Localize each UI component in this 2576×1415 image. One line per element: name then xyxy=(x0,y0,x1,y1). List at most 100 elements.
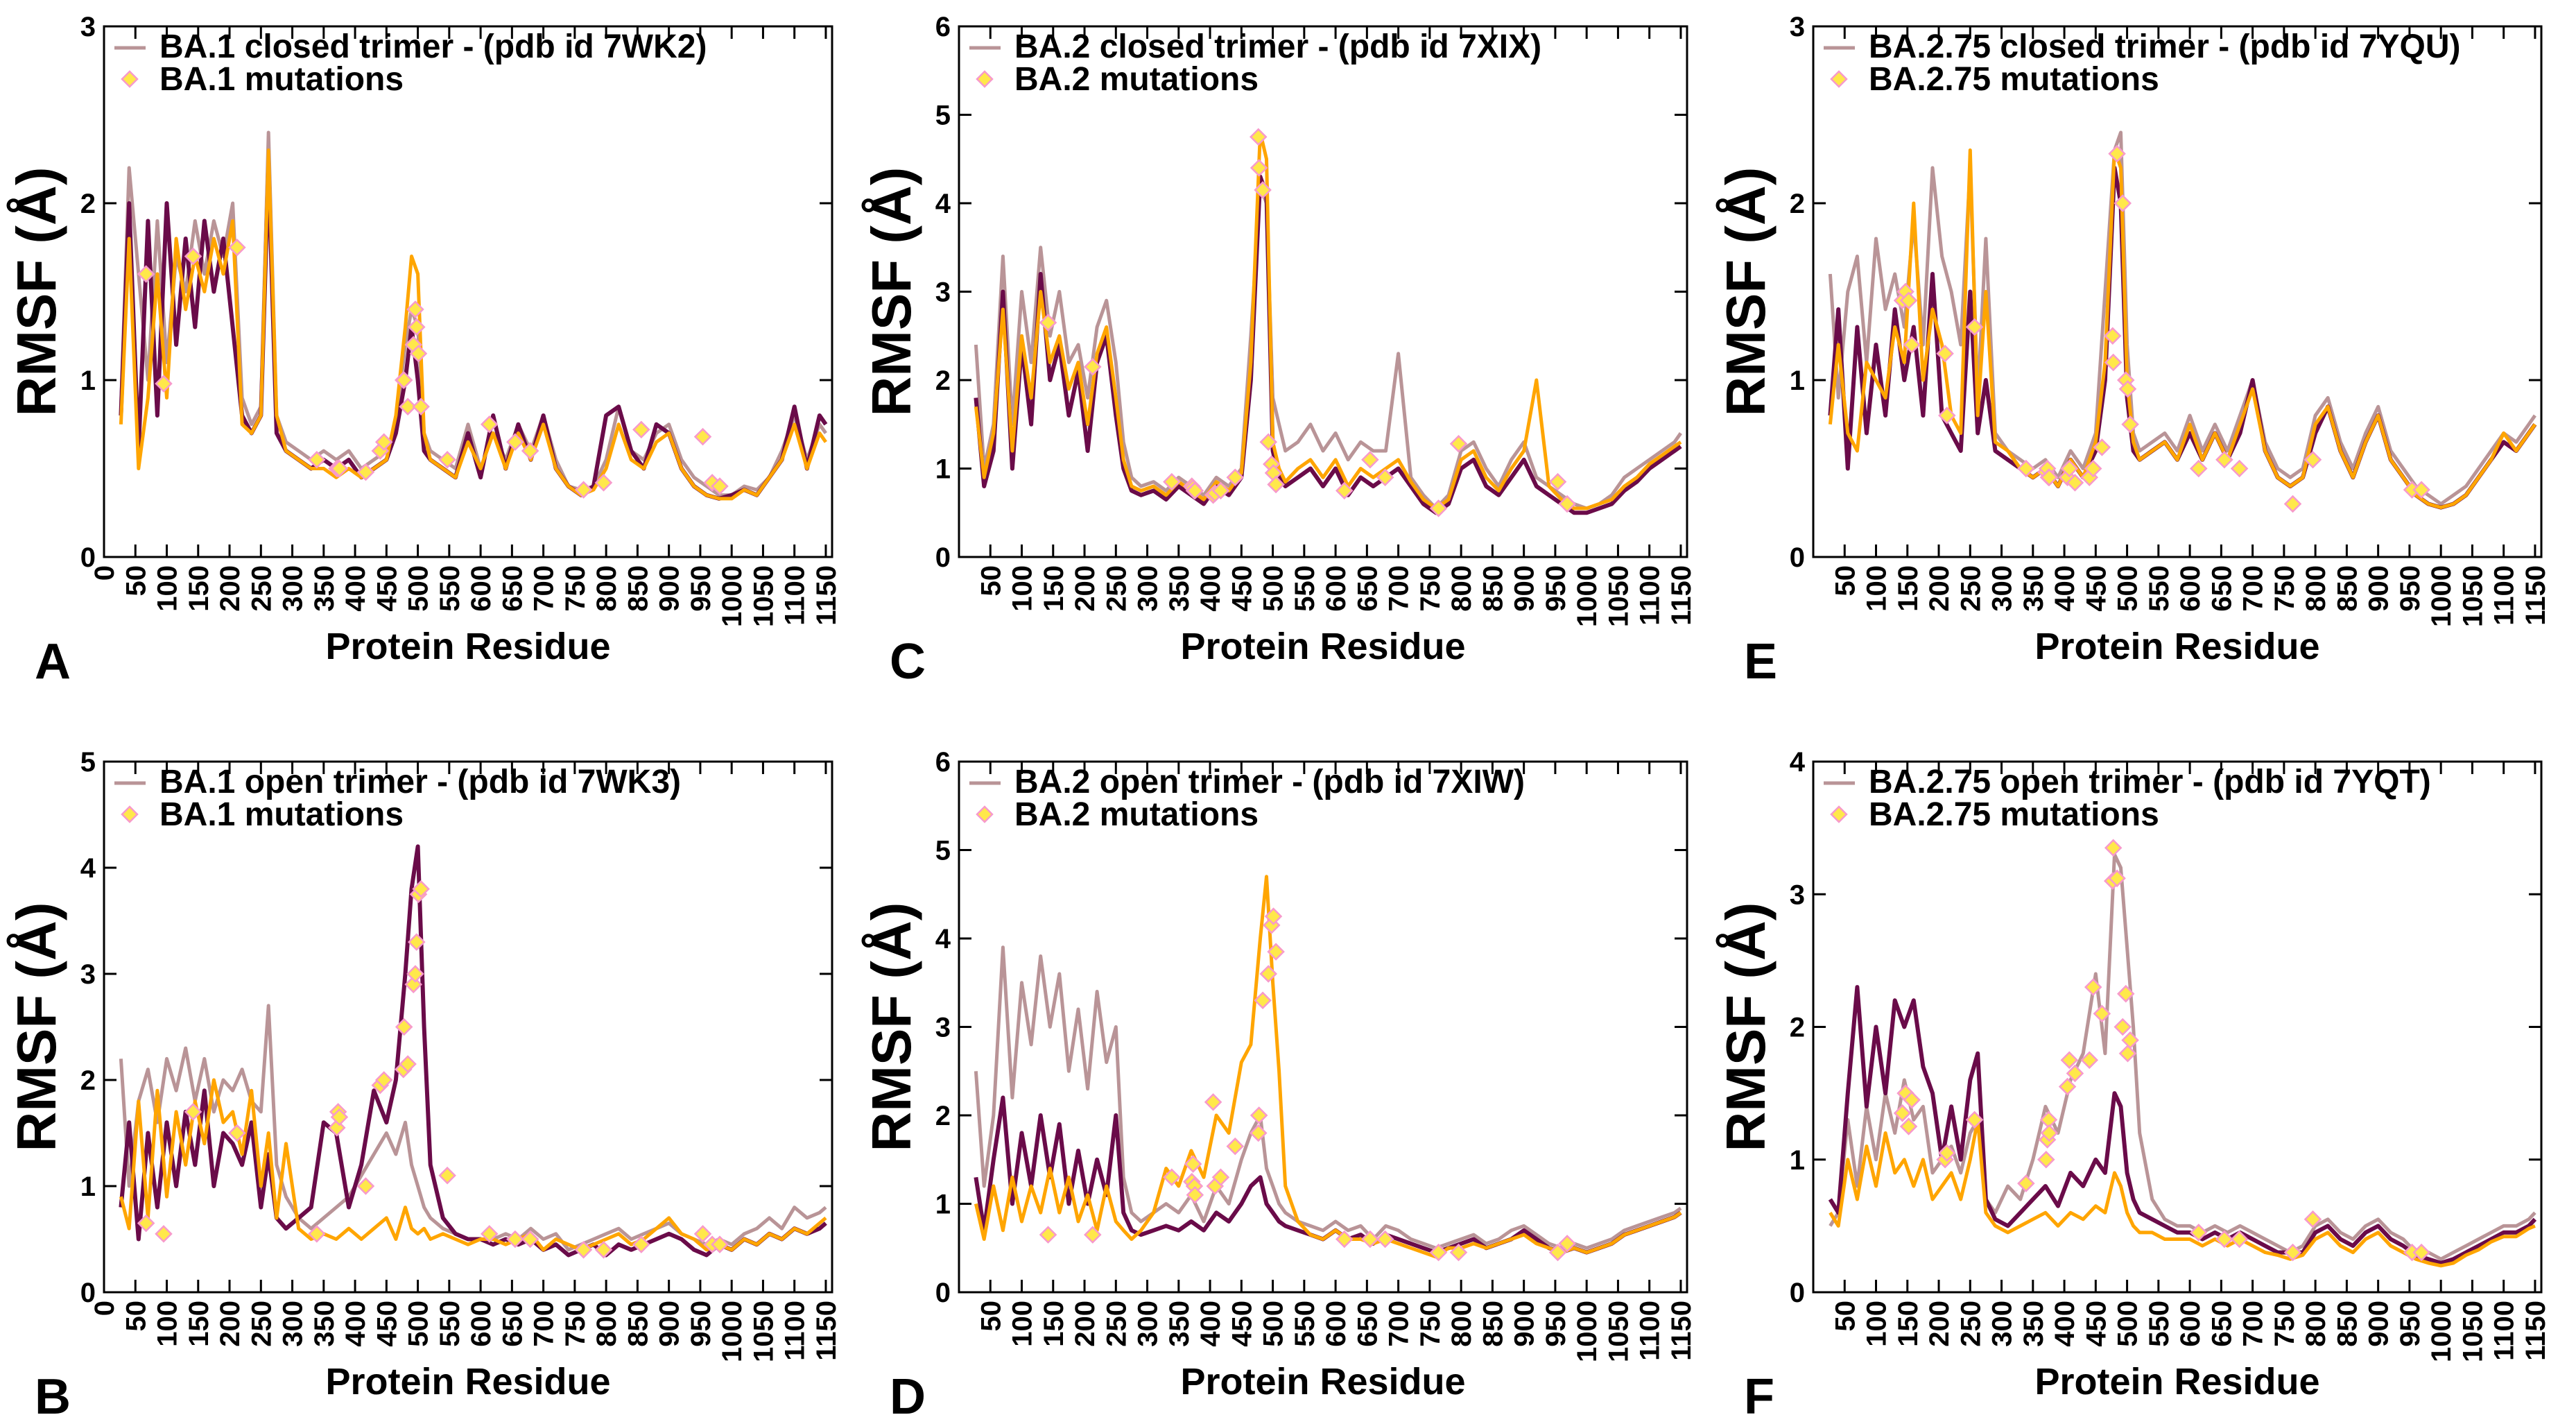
mutation-marker xyxy=(2117,984,2135,1003)
mutation-marker xyxy=(2066,1064,2084,1083)
mutation-marker xyxy=(2066,474,2084,492)
y-tick-label: 0 xyxy=(935,542,951,573)
mutation-marker xyxy=(2215,1230,2233,1249)
y-tick-label: 4 xyxy=(935,189,951,219)
x-tick-label: 50 xyxy=(121,1301,151,1332)
mutation-marker xyxy=(1893,1104,1912,1122)
x-tick-label: 700 xyxy=(529,1301,560,1347)
x-tick-label: 750 xyxy=(1415,565,1446,612)
plot-frame xyxy=(958,760,1688,1294)
y-tick-label: 3 xyxy=(1790,12,1805,42)
mutation-marker xyxy=(693,427,712,446)
x-tick-label: 350 xyxy=(1164,1301,1195,1347)
x-axis-title: Protein Residue xyxy=(325,626,610,667)
mutation-marker xyxy=(1039,314,1057,332)
mutation-marker xyxy=(1264,907,1283,925)
x-tick-label: 250 xyxy=(1955,1301,1986,1347)
mutation-marker xyxy=(1449,1243,1468,1262)
mutation-marker xyxy=(1254,181,1272,199)
x-tick-label: 300 xyxy=(1987,565,2018,612)
x-tick-label: 550 xyxy=(435,565,465,612)
x-tick-label: 950 xyxy=(1541,565,1571,612)
x-tick-label: 850 xyxy=(2332,565,2362,612)
x-tick-label: 1000 xyxy=(2426,1301,2457,1362)
x-tick-label: 400 xyxy=(2050,565,2080,612)
x-tick-label: 1000 xyxy=(1572,1301,1602,1362)
mutation-marker xyxy=(1211,481,1230,500)
mutation-marker xyxy=(2108,144,2126,163)
x-tick-label: 400 xyxy=(1195,1301,1226,1347)
x-tick-label: 200 xyxy=(1070,565,1100,612)
x-tick-label: 1050 xyxy=(2457,1301,2488,1362)
x-tick-label: 650 xyxy=(1352,565,1383,612)
legend-entry-structure: BA.2.75 open trimer - (pdb id 7YQT) xyxy=(1869,764,2431,800)
mutation-marker xyxy=(2080,1051,2099,1070)
x-tick-label: 900 xyxy=(2364,1301,2394,1347)
x-tick-label: 0 xyxy=(89,565,120,581)
mutation-marker xyxy=(2093,438,2111,456)
legend-entry-structure: BA.1 closed trimer - (pdb id 7WK2) xyxy=(159,28,707,65)
legend: BA.2.75 closed trimer - (pdb id 7YQU)BA.… xyxy=(1824,28,2461,98)
x-tick-label: 1150 xyxy=(1666,565,1697,626)
legend-entry-structure: BA.1 open trimer - (pdb id 7WK3) xyxy=(159,764,681,800)
mutation-marker xyxy=(2037,1150,2055,1169)
x-tick-label: 100 xyxy=(1862,1301,1892,1347)
x-tick-label: 1000 xyxy=(717,565,747,627)
x-tick-label: 100 xyxy=(153,1301,183,1347)
x-tick-label: 1050 xyxy=(748,565,779,627)
mutation-marker xyxy=(1335,1230,1354,1249)
x-tick-label: 250 xyxy=(1101,1301,1132,1347)
x-tick-label: 600 xyxy=(2175,565,2206,612)
x-tick-label: 400 xyxy=(1195,565,1226,612)
legend: BA.2.75 open trimer - (pdb id 7YQT)BA.2.… xyxy=(1824,764,2431,833)
x-tick-label: 1050 xyxy=(2457,565,2488,627)
y-tick-label: 2 xyxy=(1790,189,1805,219)
mutation-marker xyxy=(184,247,202,266)
y-tick-label: 6 xyxy=(935,747,951,778)
x-tick-label: 150 xyxy=(1039,565,1069,612)
x-tick-label: 150 xyxy=(184,565,214,612)
x-tick-label: 200 xyxy=(215,1301,245,1347)
x-tick-label: 900 xyxy=(655,1301,685,1347)
x-tick-label: 450 xyxy=(2081,1301,2111,1347)
mutation-marker xyxy=(2093,1004,2111,1023)
mutation-marker xyxy=(1361,450,1379,469)
mutation-marker xyxy=(2058,1077,2077,1096)
legend-entry-structure: BA.2 closed trimer - (pdb id 7XIX) xyxy=(1014,28,1541,65)
mutation-marker xyxy=(1938,406,1956,424)
x-tick-label: 300 xyxy=(1987,1301,2018,1347)
x-tick-label: 850 xyxy=(623,565,653,612)
x-tick-label: 300 xyxy=(1133,565,1164,612)
mutation-marker xyxy=(406,300,424,318)
mutation-marker xyxy=(374,1071,393,1089)
x-tick-label: 100 xyxy=(1862,565,1892,612)
y-tick-label: 0 xyxy=(80,542,96,573)
x-tick-label: 50 xyxy=(1830,565,1860,597)
x-tick-label: 100 xyxy=(153,565,183,612)
mutation-marker xyxy=(2283,495,2302,513)
x-tick-label: 1100 xyxy=(1635,565,1666,626)
y-axis-title: RMSF (Å) xyxy=(6,167,67,417)
mutation-marker xyxy=(2412,481,2430,499)
mutation-marker xyxy=(395,371,413,389)
x-tick-label: 900 xyxy=(1510,565,1540,612)
mutation-marker xyxy=(228,238,246,257)
y-tick-label: 2 xyxy=(1790,1013,1805,1043)
x-tick-label: 950 xyxy=(2395,565,2426,612)
panel-label-c: C xyxy=(890,634,926,689)
mutation-marker xyxy=(2084,978,2102,996)
mutation-marker xyxy=(1938,1144,1956,1162)
mutation-marker xyxy=(1084,358,1102,376)
x-tick-label: 1150 xyxy=(1666,1301,1697,1361)
x-tick-label: 900 xyxy=(655,565,685,612)
y-tick-label: 3 xyxy=(80,12,96,42)
x-tick-label: 800 xyxy=(1446,1301,1477,1347)
x-tick-label: 1050 xyxy=(748,1301,779,1362)
plot-area xyxy=(1828,130,2537,513)
x-tick-label: 1000 xyxy=(1572,565,1602,627)
x-tick-label: 700 xyxy=(1384,565,1415,612)
x-tick-label: 950 xyxy=(686,1301,716,1347)
x-tick-label: 500 xyxy=(1259,565,1289,612)
